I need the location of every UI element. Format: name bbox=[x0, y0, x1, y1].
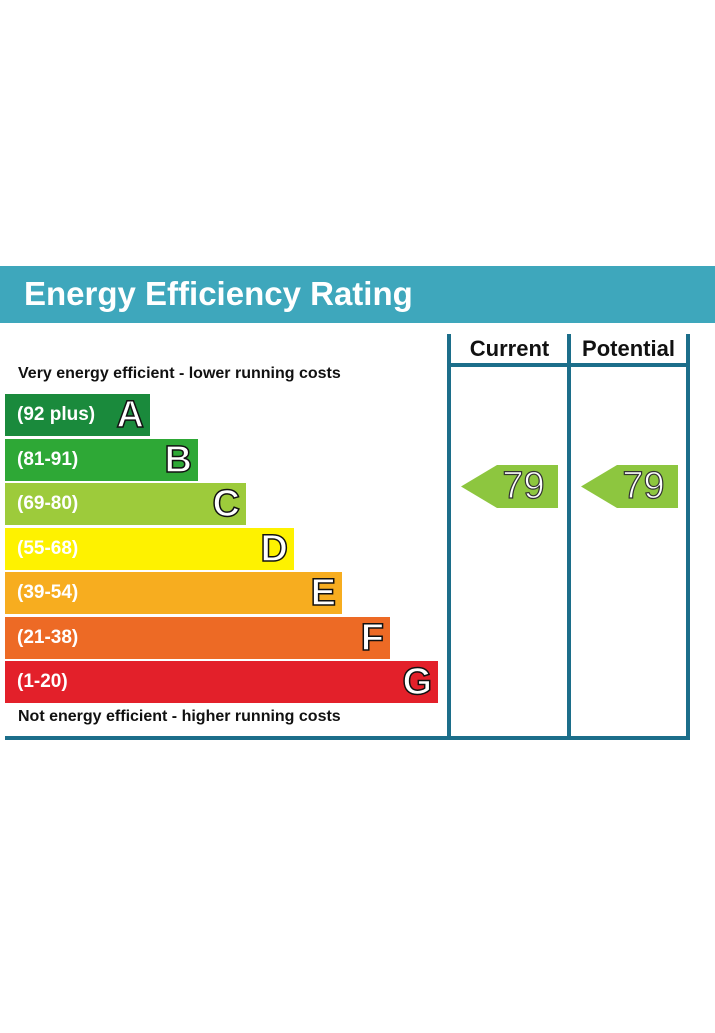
band-b: (81-91) B bbox=[5, 438, 198, 482]
potential-arrow-shape bbox=[581, 465, 678, 508]
band-g: (1-20) G bbox=[5, 660, 438, 704]
band-range-label: (69-80) bbox=[17, 493, 79, 514]
frame-divider-middle bbox=[567, 334, 571, 740]
band-e: (39-54) E bbox=[5, 571, 342, 615]
current-arrow-shape bbox=[461, 465, 558, 508]
frame-bottom-rule bbox=[5, 736, 690, 740]
frame-divider-right bbox=[686, 334, 690, 740]
band-letter: D bbox=[260, 527, 289, 571]
band-letter: F bbox=[360, 616, 385, 660]
band-range-label: (55-68) bbox=[17, 538, 79, 559]
band-letter: B bbox=[164, 438, 193, 482]
chart-title: Energy Efficiency Rating bbox=[24, 275, 413, 312]
potential-rating-arrow: 79 bbox=[581, 464, 678, 508]
current-rating-value: 79 bbox=[502, 464, 545, 507]
band-c: (69-80) C bbox=[5, 482, 246, 526]
potential-rating-value: 79 bbox=[622, 464, 665, 507]
band-a: (92 plus) A bbox=[5, 393, 150, 437]
efficient-note: Very energy efficient - lower running co… bbox=[18, 365, 341, 382]
current-rating-arrow: 79 bbox=[461, 464, 558, 508]
band-range-label: (81-91) bbox=[17, 449, 79, 470]
band-f: (21-38) F bbox=[5, 616, 390, 660]
band-letter: E bbox=[310, 571, 337, 615]
band-letter: G bbox=[402, 660, 433, 704]
band-letter: C bbox=[212, 482, 241, 526]
band-range-label: (21-38) bbox=[17, 627, 79, 648]
band-range-label: (92 plus) bbox=[17, 404, 96, 425]
band-d: (55-68) D bbox=[5, 527, 294, 571]
frame-divider-left bbox=[447, 334, 451, 740]
potential-column-header: Potential bbox=[582, 336, 675, 361]
inefficient-note: Not energy efficient - higher running co… bbox=[18, 708, 341, 725]
band-letter: A bbox=[116, 393, 145, 437]
band-range-label: (1-20) bbox=[17, 671, 68, 692]
header-underline bbox=[447, 363, 690, 367]
current-column-header: Current bbox=[469, 336, 550, 361]
band-range-label: (39-54) bbox=[17, 582, 79, 603]
title-banner: Energy Efficiency Rating bbox=[0, 266, 715, 323]
